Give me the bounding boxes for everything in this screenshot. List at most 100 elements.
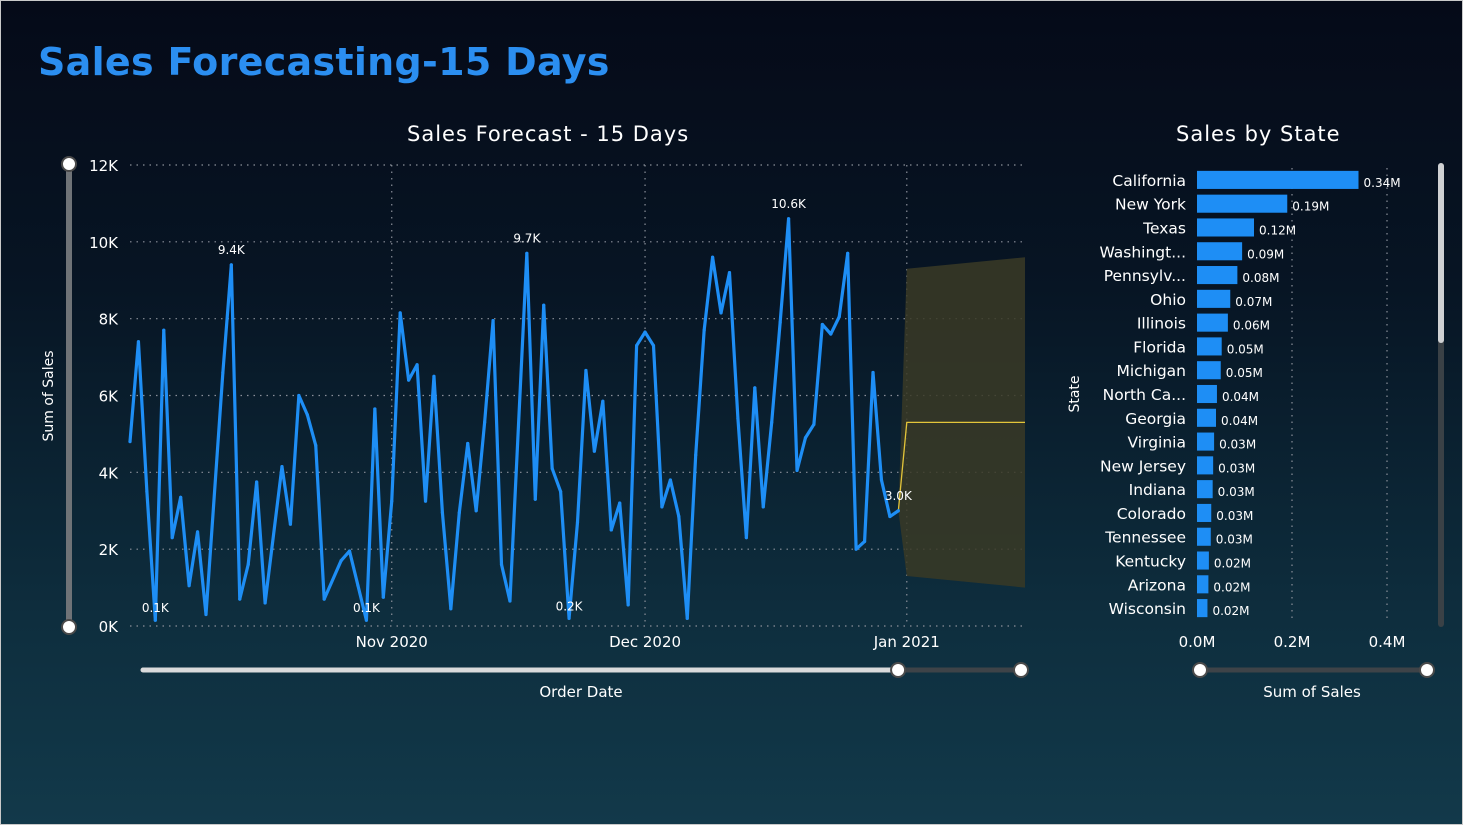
line-data-point[interactable] [339, 559, 343, 563]
line-data-point[interactable] [246, 562, 250, 567]
line-data-point[interactable] [474, 509, 478, 513]
line-data-point[interactable] [550, 466, 554, 471]
bar-0[interactable] [1197, 170, 1359, 189]
line-data-point[interactable] [195, 530, 200, 534]
line-data-point[interactable] [567, 616, 571, 620]
line-data-point[interactable] [609, 528, 613, 532]
bar-8[interactable] [1197, 361, 1221, 380]
line-data-point[interactable] [466, 441, 470, 446]
line-data-point[interactable] [288, 522, 293, 526]
line-data-point[interactable] [390, 499, 394, 503]
line-data-point[interactable] [837, 315, 841, 319]
line-data-point[interactable] [584, 368, 588, 373]
line-data-point[interactable] [145, 489, 149, 494]
line-data-point[interactable] [364, 618, 369, 622]
line-data-point[interactable] [727, 270, 732, 275]
line-data-point[interactable] [685, 616, 689, 620]
y-slider-top-handle[interactable] [61, 156, 77, 172]
line-data-point[interactable] [744, 536, 748, 540]
line-data-point[interactable] [525, 251, 529, 255]
bar-2[interactable] [1197, 218, 1254, 237]
line-data-point[interactable] [635, 343, 639, 348]
date-slider-handle-start[interactable] [890, 662, 907, 678]
bar-1[interactable] [1197, 194, 1288, 213]
line-data-point[interactable] [761, 505, 765, 509]
line-data-point[interactable] [305, 413, 309, 417]
line-data-point[interactable] [601, 399, 605, 403]
line-data-point[interactable] [457, 511, 461, 515]
line-data-point[interactable] [694, 453, 698, 457]
line-data-point[interactable] [128, 440, 132, 444]
line-data-point[interactable] [660, 505, 664, 509]
line-data-point[interactable] [753, 386, 757, 390]
bar-12[interactable] [1197, 456, 1214, 475]
bar-15[interactable] [1197, 527, 1211, 546]
line-data-point[interactable] [795, 468, 799, 473]
sales-slider-handle-end[interactable] [1419, 662, 1435, 678]
bar-7[interactable] [1197, 337, 1222, 356]
line-data-point[interactable] [373, 407, 377, 411]
bar-3[interactable] [1197, 242, 1243, 261]
line-data-point[interactable] [162, 328, 166, 332]
line-data-point[interactable] [770, 420, 774, 424]
bar-13[interactable] [1197, 480, 1213, 499]
bar-4[interactable] [1197, 266, 1238, 285]
line-data-point[interactable] [263, 601, 267, 605]
line-data-point[interactable] [786, 217, 791, 221]
line-data-point[interactable] [542, 303, 546, 307]
date-slider-handle-end[interactable] [1013, 662, 1029, 678]
line-data-point[interactable] [820, 322, 824, 327]
line-data-point[interactable] [862, 539, 867, 544]
actual-sales-line[interactable] [128, 217, 900, 622]
line-data-point[interactable] [204, 612, 208, 617]
line-data-point[interactable] [736, 416, 740, 421]
line-data-point[interactable] [322, 597, 326, 601]
y-slider-bottom-handle[interactable] [61, 619, 77, 635]
line-data-point[interactable] [398, 311, 402, 315]
line-data-point[interactable] [846, 251, 850, 255]
line-data-point[interactable] [440, 511, 445, 515]
line-data-point[interactable] [643, 330, 647, 334]
line-data-point[interactable] [719, 311, 723, 315]
line-data-point[interactable] [153, 618, 157, 622]
bar-10[interactable] [1197, 408, 1216, 427]
line-data-point[interactable] [888, 514, 892, 519]
line-data-point[interactable] [238, 597, 242, 601]
line-data-point[interactable] [179, 495, 183, 499]
date-range-slider[interactable] [140, 662, 1029, 678]
line-data-point[interactable] [812, 422, 816, 426]
line-data-point[interactable] [347, 549, 352, 553]
line-data-point[interactable] [483, 420, 487, 424]
line-data-point[interactable] [170, 536, 174, 540]
y-range-slider[interactable] [61, 156, 77, 635]
line-data-point[interactable] [559, 489, 563, 494]
line-data-point[interactable] [618, 501, 622, 505]
line-data-point[interactable] [255, 480, 259, 484]
line-data-point[interactable] [381, 595, 385, 599]
sales-range-slider[interactable] [1192, 662, 1435, 678]
line-data-point[interactable] [778, 320, 782, 325]
line-data-point[interactable] [896, 509, 900, 513]
bar-16[interactable] [1197, 551, 1209, 570]
line-data-point[interactable] [803, 436, 808, 440]
line-data-point[interactable] [508, 599, 512, 603]
line-data-point[interactable] [449, 607, 453, 611]
bar-18[interactable] [1197, 599, 1208, 618]
line-data-point[interactable] [651, 343, 656, 348]
bar-6[interactable] [1197, 313, 1228, 332]
bar-14[interactable] [1197, 503, 1212, 522]
line-data-point[interactable] [879, 478, 884, 482]
line-data-point[interactable] [314, 443, 318, 448]
bar-11[interactable] [1197, 432, 1215, 451]
line-data-point[interactable] [136, 340, 141, 344]
line-data-point[interactable] [229, 263, 233, 267]
line-data-point[interactable] [677, 514, 681, 519]
line-data-point[interactable] [415, 363, 419, 367]
line-data-point[interactable] [668, 478, 672, 482]
line-data-point[interactable] [423, 499, 428, 503]
bar-9[interactable] [1197, 384, 1217, 404]
line-data-point[interactable] [221, 370, 225, 375]
line-data-point[interactable] [297, 393, 301, 398]
line-data-point[interactable] [710, 255, 715, 259]
line-data-point[interactable] [491, 318, 495, 323]
